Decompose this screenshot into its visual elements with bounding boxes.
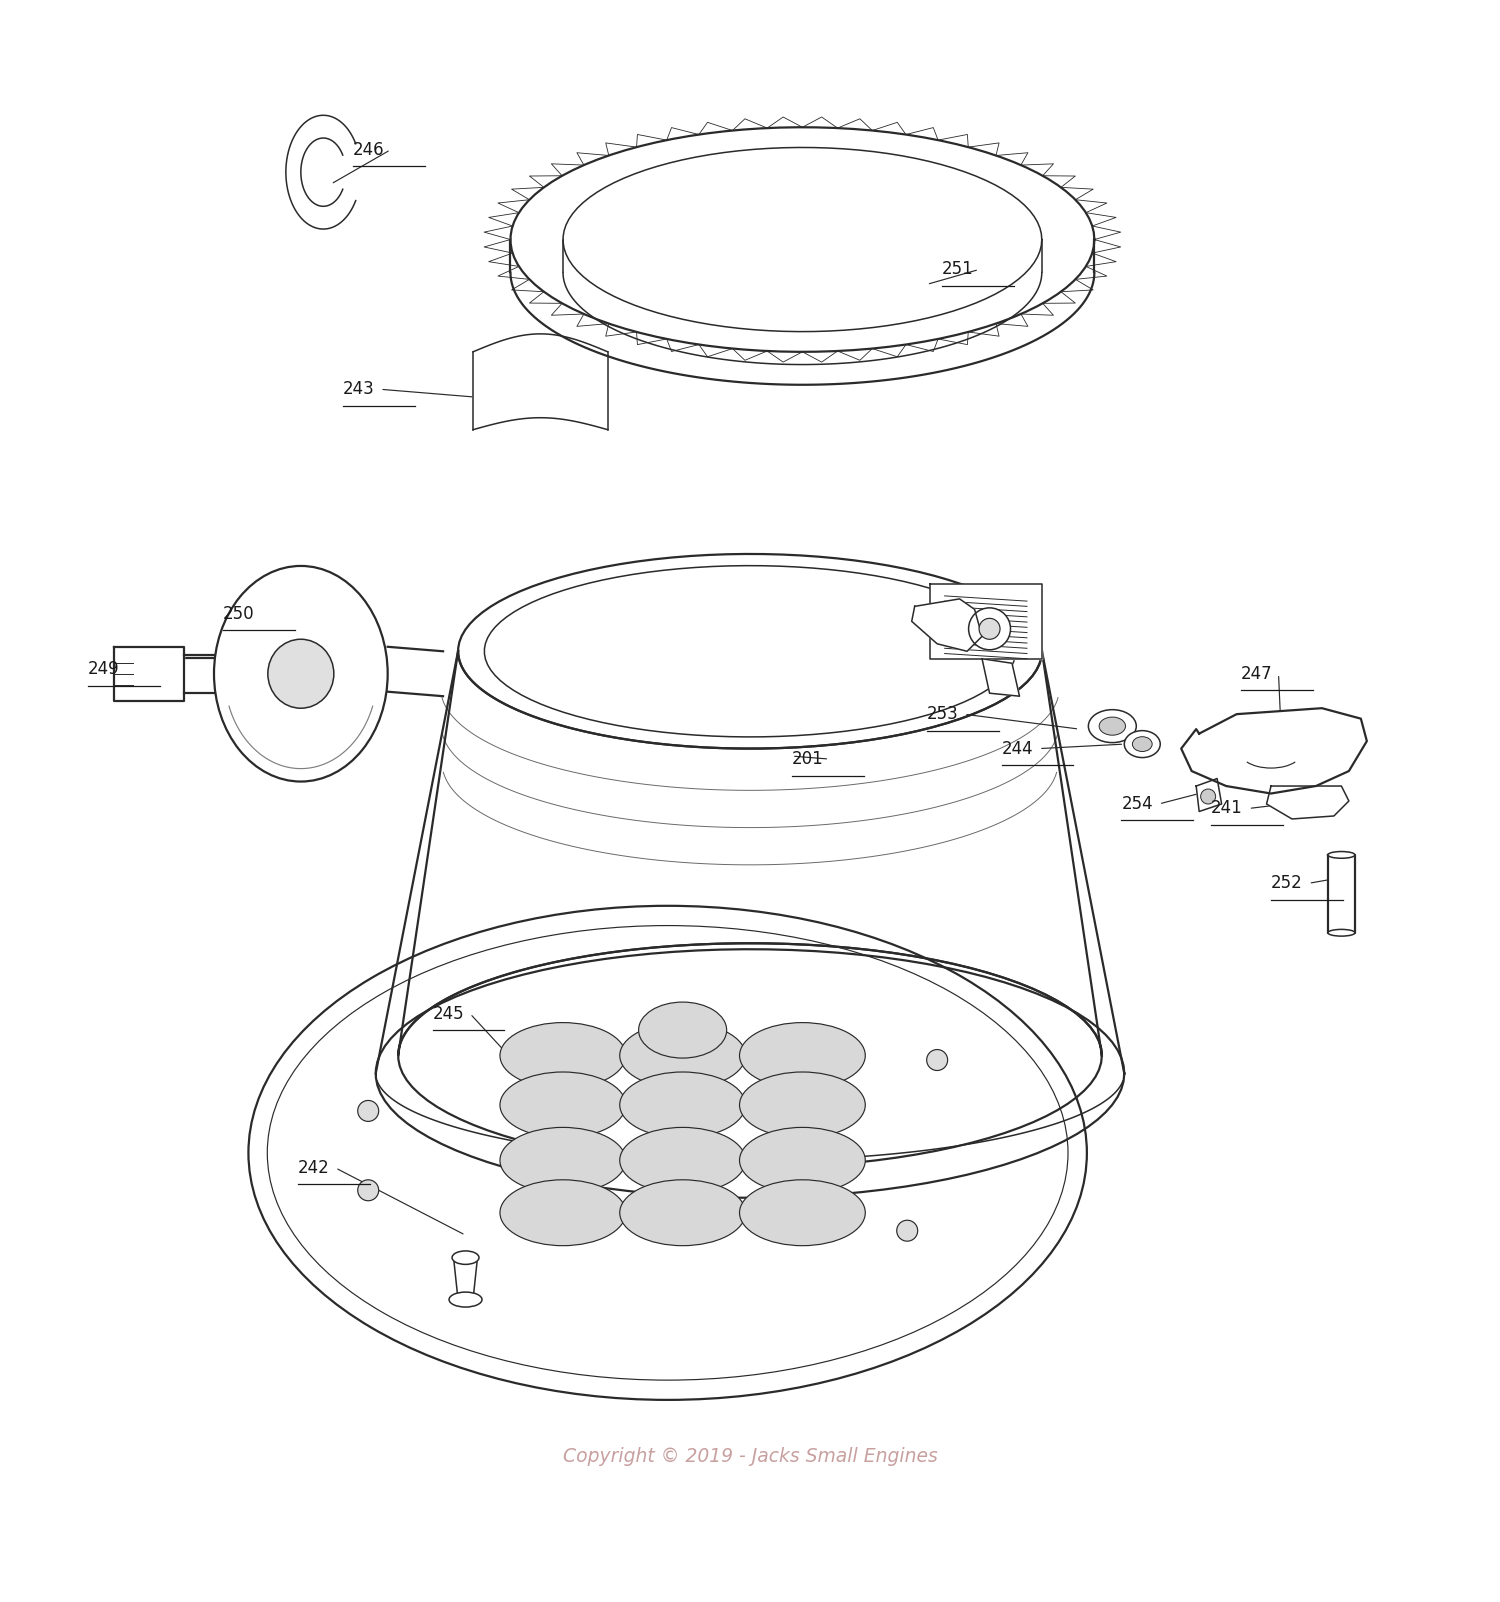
Circle shape	[897, 1221, 918, 1242]
Ellipse shape	[620, 1128, 746, 1193]
Circle shape	[1200, 790, 1215, 804]
Circle shape	[357, 1101, 378, 1121]
Text: SMALL ENGINES: SMALL ENGINES	[688, 830, 812, 844]
Ellipse shape	[1328, 852, 1354, 859]
Polygon shape	[510, 127, 1095, 352]
Ellipse shape	[214, 566, 387, 782]
Polygon shape	[114, 647, 184, 700]
Text: Copyright © 2019 - Jacks Small Engines: Copyright © 2019 - Jacks Small Engines	[562, 1447, 938, 1466]
Ellipse shape	[500, 1179, 626, 1246]
Ellipse shape	[620, 1022, 746, 1088]
Text: 249: 249	[88, 660, 120, 678]
Polygon shape	[1180, 708, 1366, 793]
Circle shape	[927, 1049, 948, 1070]
Ellipse shape	[1132, 737, 1152, 751]
Polygon shape	[930, 583, 1042, 658]
Text: 247: 247	[1240, 665, 1272, 682]
Ellipse shape	[740, 1022, 866, 1088]
Text: 252: 252	[1270, 875, 1304, 892]
Polygon shape	[912, 599, 982, 652]
Circle shape	[980, 618, 1000, 639]
Text: 251: 251	[942, 261, 974, 279]
Text: ©: ©	[772, 814, 788, 828]
Polygon shape	[982, 658, 1020, 697]
Text: 201: 201	[792, 750, 824, 767]
Ellipse shape	[500, 1072, 626, 1137]
Text: 244: 244	[1002, 740, 1034, 758]
Polygon shape	[398, 652, 1102, 1056]
Ellipse shape	[1328, 929, 1354, 936]
Ellipse shape	[452, 1251, 478, 1264]
Ellipse shape	[620, 1072, 746, 1137]
Text: 242: 242	[298, 1158, 330, 1177]
Ellipse shape	[249, 905, 1088, 1400]
Text: 243: 243	[344, 380, 375, 399]
Polygon shape	[387, 647, 442, 697]
Ellipse shape	[620, 1179, 746, 1246]
Text: 246: 246	[352, 141, 386, 159]
Polygon shape	[1266, 787, 1348, 819]
Text: 250: 250	[224, 606, 255, 623]
Ellipse shape	[740, 1179, 866, 1246]
Text: JACKS: JACKS	[717, 783, 783, 804]
Text: 254: 254	[1122, 795, 1154, 812]
Text: 241: 241	[1210, 799, 1243, 817]
Polygon shape	[1328, 855, 1354, 932]
Polygon shape	[1196, 779, 1221, 812]
Ellipse shape	[500, 1022, 626, 1088]
Ellipse shape	[740, 1072, 866, 1137]
Ellipse shape	[1100, 718, 1125, 735]
Ellipse shape	[740, 1128, 866, 1193]
Text: 245: 245	[432, 1004, 464, 1022]
Ellipse shape	[1125, 731, 1160, 758]
Circle shape	[969, 607, 1011, 650]
Ellipse shape	[639, 1003, 726, 1057]
Ellipse shape	[268, 639, 334, 708]
Circle shape	[357, 1179, 378, 1202]
Polygon shape	[472, 333, 608, 429]
Polygon shape	[453, 1258, 477, 1299]
Ellipse shape	[1089, 710, 1137, 743]
Ellipse shape	[448, 1293, 482, 1307]
Text: 253: 253	[927, 705, 958, 723]
Ellipse shape	[500, 1128, 626, 1193]
